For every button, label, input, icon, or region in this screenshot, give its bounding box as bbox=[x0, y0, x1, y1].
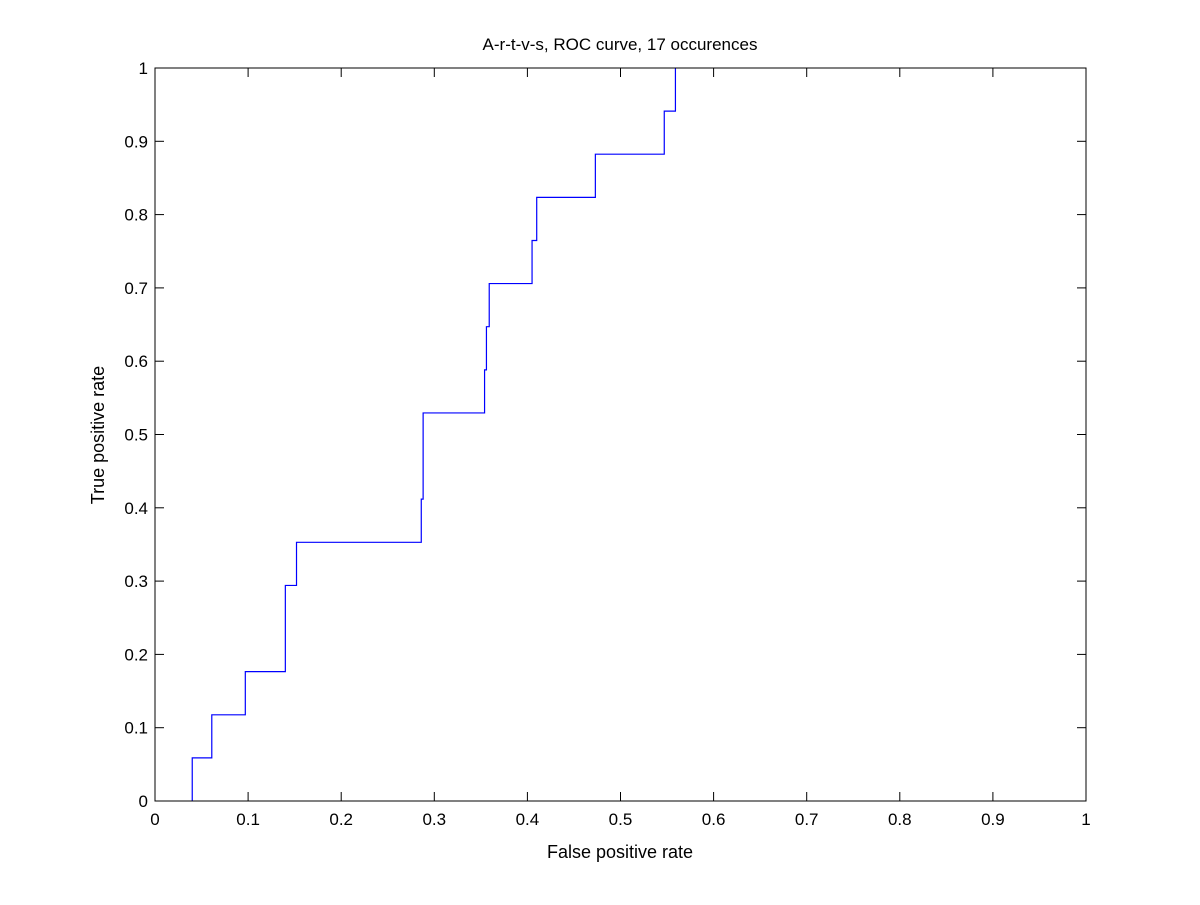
y-axis-label: True positive rate bbox=[88, 366, 108, 504]
y-tick-label: 0.8 bbox=[124, 206, 148, 225]
x-tick-label: 0.1 bbox=[236, 810, 260, 829]
y-axis-ticks: 0 0.1 0.2 0.3 0.4 0.5 0.6 0.7 0.8 0.9 1 bbox=[124, 59, 1086, 811]
x-tick-label: 0.6 bbox=[702, 810, 726, 829]
x-axis-label: False positive rate bbox=[547, 842, 693, 862]
x-tick-label: 0.2 bbox=[329, 810, 353, 829]
y-tick-label: 1 bbox=[139, 59, 148, 78]
y-tick-label: 0.9 bbox=[124, 132, 148, 151]
y-tick-label: 0.2 bbox=[124, 645, 148, 664]
y-tick-label: 0.4 bbox=[124, 499, 148, 518]
y-tick-label: 0.1 bbox=[124, 719, 148, 738]
x-tick-label: 0.8 bbox=[888, 810, 912, 829]
roc-curve-line bbox=[191, 68, 677, 801]
x-tick-label: 0.9 bbox=[981, 810, 1005, 829]
y-tick-label: 0.3 bbox=[124, 572, 148, 591]
x-tick-label: 0.5 bbox=[609, 810, 633, 829]
x-tick-label: 0.7 bbox=[795, 810, 819, 829]
x-tick-label: 1 bbox=[1081, 810, 1090, 829]
y-tick-label: 0.7 bbox=[124, 279, 148, 298]
y-tick-label: 0 bbox=[139, 792, 148, 811]
x-tick-label: 0.4 bbox=[516, 810, 540, 829]
plot-area-frame bbox=[154, 67, 1087, 802]
y-tick-label: 0.5 bbox=[124, 426, 148, 445]
x-tick-label: 0.3 bbox=[422, 810, 446, 829]
y-tick-label: 0.6 bbox=[124, 352, 148, 371]
x-axis-ticks: 0 0.1 0.2 0.3 0.4 0.5 0.6 0.7 0.8 0.9 1 bbox=[150, 68, 1091, 829]
x-tick-label: 0 bbox=[150, 810, 159, 829]
chart-title: A-r-t-v-s, ROC curve, 17 occurences bbox=[483, 35, 758, 54]
